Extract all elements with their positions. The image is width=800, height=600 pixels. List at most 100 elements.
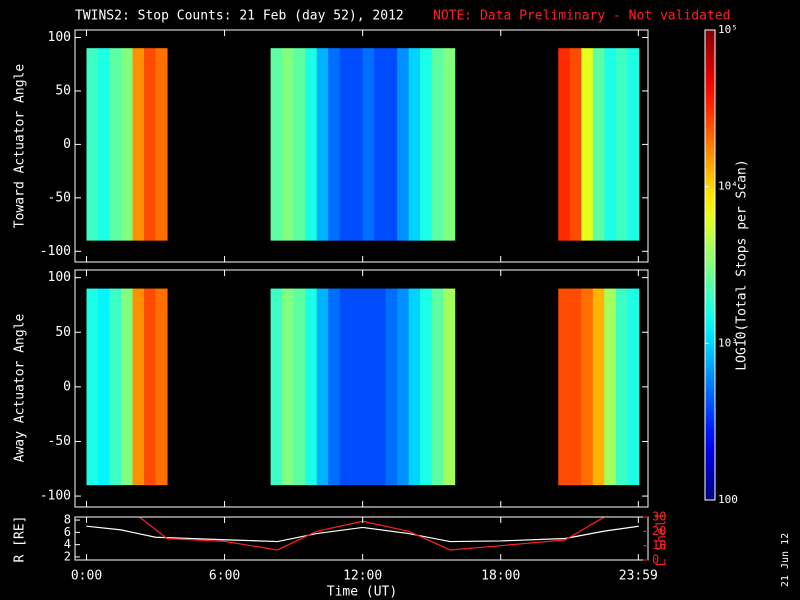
heat-cell: [109, 288, 122, 486]
y-axis-label: Toward Actuator Angle: [13, 64, 28, 229]
y-tick-label: -50: [48, 190, 71, 205]
heat-cell: [98, 288, 111, 486]
heat-cell: [627, 48, 640, 241]
heat-cell: [592, 48, 605, 241]
heat-cell: [316, 48, 329, 241]
heat-cell: [408, 288, 421, 486]
colorbar-tick-label: 10⁴: [718, 180, 738, 193]
heat-cell: [420, 48, 433, 241]
heat-cell: [155, 48, 168, 241]
x-tick-label: 0:00: [71, 569, 102, 584]
panel-frame: [74, 516, 649, 561]
heat-cell: [592, 288, 605, 486]
y-tick-label: 4: [64, 537, 71, 551]
heat-cell: [569, 48, 582, 241]
y2-tick-label: 0: [652, 553, 659, 567]
y-tick-label: 8: [64, 513, 71, 527]
panel-frame: [74, 269, 649, 508]
heat-cell: [270, 48, 283, 241]
heat-cell: [351, 48, 364, 241]
heat-cell: [270, 288, 283, 486]
heat-cell: [385, 48, 398, 241]
heat-cell: [98, 48, 111, 241]
line-series: [86, 525, 639, 543]
y-tick-label: 50: [55, 325, 71, 340]
y2-tick-label: 10: [652, 538, 666, 552]
heat-cell: [293, 48, 306, 241]
heat-cell: [627, 288, 640, 486]
y-tick-label: 2: [64, 549, 71, 563]
heat-cell: [408, 48, 421, 241]
heat-cell: [351, 288, 364, 486]
y-tick-label: 0: [63, 137, 71, 152]
heat-cell: [420, 288, 433, 486]
y-tick-label: -100: [40, 244, 71, 259]
heat-cell: [443, 288, 456, 486]
heat-cell: [121, 48, 134, 241]
heat-cell: [374, 288, 387, 486]
heat-cell: [144, 48, 157, 241]
y-tick-label: 6: [64, 525, 71, 539]
y-tick-label: 100: [48, 30, 71, 45]
heat-cell: [305, 288, 318, 486]
heat-cell: [86, 288, 99, 486]
heat-cell: [328, 48, 341, 241]
heat-cell: [431, 288, 444, 486]
y2-tick-label: 30: [652, 510, 666, 524]
heat-cell: [282, 288, 295, 486]
x-tick-label: 6:00: [209, 569, 240, 584]
colorbar: [704, 29, 716, 501]
heat-cell: [339, 288, 352, 486]
y-axis-label: Away Actuator Angle: [13, 313, 28, 462]
heat-cell: [374, 48, 387, 241]
heat-cell: [339, 48, 352, 241]
heat-cell: [558, 48, 571, 241]
x-tick-label: 18:00: [481, 569, 520, 584]
heat-cell: [615, 48, 628, 241]
heat-cell: [109, 48, 122, 241]
heat-cell: [558, 288, 571, 486]
y2-tick-label: 20: [652, 524, 666, 538]
heat-cell: [144, 288, 157, 486]
heat-cell: [615, 288, 628, 486]
chart-note: NOTE: Data Preliminary - Not validated: [433, 9, 730, 24]
heat-cell: [132, 288, 145, 486]
y-tick-label: 100: [48, 270, 71, 285]
heat-cell: [121, 288, 134, 486]
heat-cell: [431, 48, 444, 241]
y2-axis-label: L Shell: [655, 512, 670, 567]
heat-cell: [397, 48, 410, 241]
y-axis-label: R [RE]: [13, 516, 28, 563]
heat-cell: [305, 48, 318, 241]
panel-frame: [74, 29, 649, 263]
y-tick-label: -100: [40, 489, 71, 504]
x-tick-label: 12:00: [343, 569, 382, 584]
heat-cell: [581, 48, 594, 241]
x-tick-label: 23:59: [619, 569, 658, 584]
y-tick-label: -50: [48, 434, 71, 449]
heat-cell: [155, 288, 168, 486]
chart-title: TWINS2: Stop Counts: 21 Feb (day 52), 20…: [75, 9, 404, 24]
heat-cell: [581, 288, 594, 486]
heat-cell: [385, 288, 398, 486]
x-axis-label: Time (UT): [327, 585, 397, 600]
colorbar-tick-label: 10³: [718, 336, 738, 349]
heat-cell: [397, 288, 410, 486]
colorbar-tick-label: 100: [718, 493, 738, 506]
heat-cell: [293, 288, 306, 486]
heat-cell: [282, 48, 295, 241]
heat-cell: [569, 288, 582, 486]
heat-cell: [362, 48, 375, 241]
heat-cell: [604, 288, 617, 486]
heat-cell: [132, 48, 145, 241]
heat-cell: [86, 48, 99, 241]
colorbar-tick-label: 10⁵: [718, 23, 738, 36]
date-stamp: 21 Jun 12: [780, 533, 791, 587]
heat-cell: [362, 288, 375, 486]
heat-cell: [443, 48, 456, 241]
heat-cell: [316, 288, 329, 486]
heat-cell: [604, 48, 617, 241]
heat-cell: [328, 288, 341, 486]
line-series: [139, 517, 605, 551]
